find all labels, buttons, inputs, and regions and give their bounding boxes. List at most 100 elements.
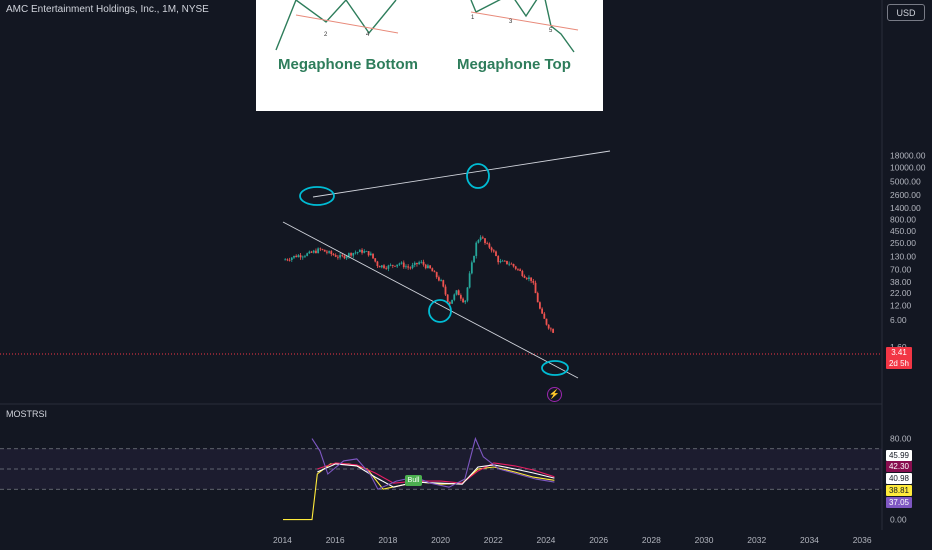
candle-body [376, 261, 379, 266]
candle-body [323, 249, 326, 252]
lower-trendline [282, 221, 579, 379]
megaphone-bottom-caption: Megaphone Bottom [278, 56, 418, 73]
candle-body [457, 290, 460, 296]
candle-body [293, 255, 295, 258]
rsi-value-tag: 38.81 [886, 485, 912, 496]
candle-body [492, 250, 495, 252]
price-axis-tick: 18000.00 [890, 150, 926, 160]
candle-body [497, 256, 500, 263]
pivot-label: 2 [324, 32, 328, 38]
candle-body [446, 294, 449, 303]
candle-body [312, 250, 315, 253]
candle-body [512, 263, 515, 267]
candle-body [420, 261, 423, 263]
rsi-value-tag: 42.30 [886, 461, 912, 472]
price-axis-tick: 450.00 [890, 226, 916, 236]
candle-body [341, 255, 344, 256]
candle-body [387, 265, 390, 269]
price-axis-tick: 5000.00 [890, 177, 921, 187]
candle-body [367, 251, 370, 256]
candle-body [466, 287, 469, 301]
candle-body [374, 258, 377, 262]
lightning-icon[interactable]: ⚡ [547, 387, 562, 402]
candle-body [484, 238, 486, 244]
candle-body [547, 324, 550, 329]
candle-body [473, 255, 475, 263]
candle-body [306, 253, 309, 256]
candle-body [345, 256, 348, 259]
rsi-series-line [311, 436, 555, 490]
candle-body [350, 253, 352, 256]
price-axis-tick: 130.00 [890, 252, 916, 262]
candle-body [385, 267, 388, 269]
time-axis-tick: 2022 [484, 535, 503, 545]
candle-body [506, 260, 508, 265]
rsi-series-line [317, 463, 555, 488]
rsi-axis-tick: 80.00 [890, 434, 912, 444]
candle-body [356, 252, 359, 253]
chart-title: AMC Entertainment Holdings, Inc., 1M, NY… [6, 4, 209, 15]
candle-body [301, 256, 304, 258]
megaphone-bottom-sketch [275, 0, 399, 51]
candle-body [462, 298, 464, 303]
candle-body [539, 302, 541, 309]
price-axis-tick: 38.00 [890, 277, 912, 287]
candle-body [435, 272, 438, 278]
candle-body [495, 251, 497, 257]
candle-body [508, 263, 511, 265]
rsi-value-tag: 40.98 [886, 473, 912, 484]
candle-body [326, 251, 328, 253]
rsi-axis-tick: 0.00 [890, 515, 907, 525]
time-axis-tick: 2018 [378, 535, 397, 545]
candle-body [438, 277, 440, 281]
candle-body [286, 259, 289, 261]
candle-body [389, 264, 392, 266]
candle-body [519, 269, 522, 271]
candle-body [486, 243, 489, 244]
candle-body [383, 265, 385, 268]
candle-body [297, 255, 300, 258]
candle-body [455, 290, 458, 295]
candle-body [427, 265, 429, 269]
candle-body [361, 249, 363, 253]
pivot-circle [428, 299, 452, 323]
candle-body [503, 260, 506, 262]
price-axis-tick: 22.00 [890, 288, 912, 298]
candle-body [317, 248, 320, 254]
candle-body [521, 270, 524, 276]
megaphone-pattern-image: 2 4 1 3 5 Megaphone Bottom Megaphone Top [256, 0, 603, 111]
candle-body [534, 282, 537, 294]
candle-body [319, 248, 322, 250]
candle-body [304, 255, 306, 257]
candle-body [378, 265, 381, 268]
candle-body [528, 277, 530, 279]
time-axis-tick: 2024 [537, 535, 556, 545]
candle-body [549, 328, 552, 330]
indicator-name[interactable]: MOSTRSI [6, 409, 48, 419]
candle-body [352, 252, 355, 256]
candle-body [347, 253, 350, 257]
time-axis-tick: 2032 [747, 535, 766, 545]
candle-body [459, 295, 462, 299]
candle-body [552, 329, 554, 333]
last-price-badge: 3.41 2d 5h [886, 347, 912, 369]
candle-body [525, 277, 528, 279]
candle-body [475, 242, 478, 256]
candle-body [363, 251, 366, 253]
candle-body [499, 261, 502, 263]
candle-body [365, 251, 368, 252]
candle-body [369, 253, 372, 256]
candle-body [481, 237, 484, 239]
megaphone-top-caption: Megaphone Top [457, 56, 571, 73]
price-axis-tick: 12.00 [890, 301, 912, 311]
candle-body [501, 260, 504, 262]
candle-body [354, 252, 357, 254]
candle-body [394, 265, 396, 267]
candle-body [308, 251, 311, 254]
pivot-circle [299, 186, 335, 206]
bar-countdown: 2d 5h [888, 359, 910, 368]
candle-body [413, 262, 416, 265]
candle-body [409, 267, 412, 269]
currency-button[interactable]: USD [887, 4, 925, 21]
